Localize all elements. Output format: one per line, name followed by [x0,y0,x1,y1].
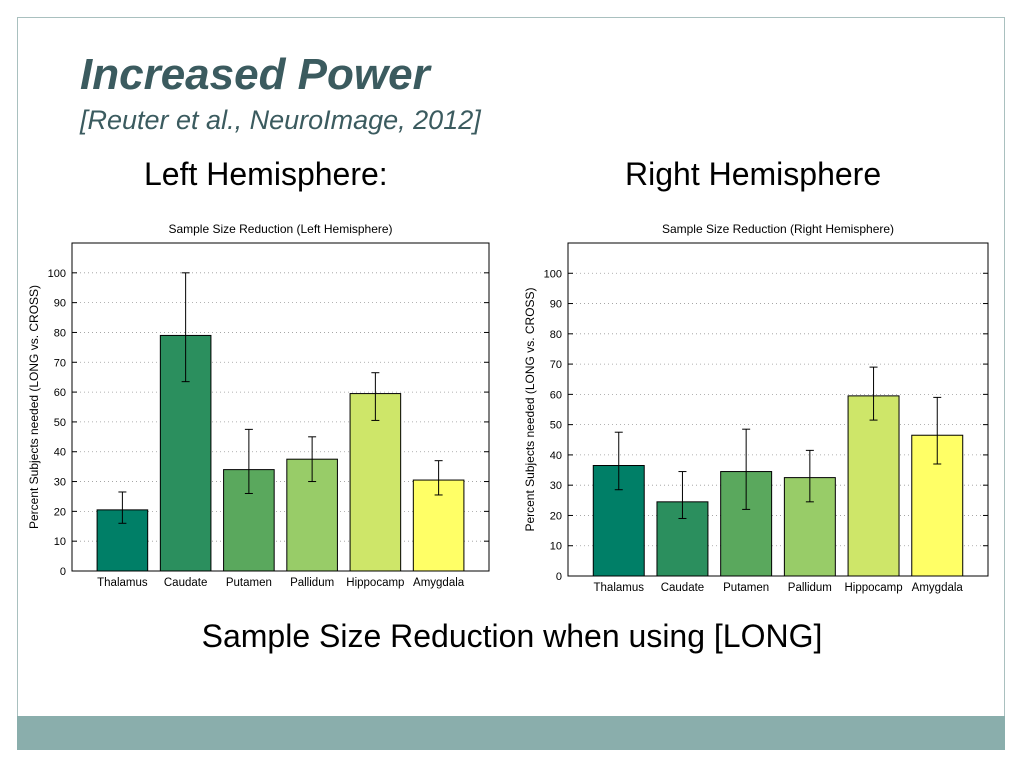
y-tick-label: 60 [550,389,562,401]
x-tick-label: Caudate [164,577,207,589]
y-tick-label: 40 [550,450,562,462]
y-tick-label: 80 [54,327,66,339]
x-tick-label: Thalamus [97,577,148,589]
y-tick-label: 0 [60,566,66,578]
y-tick-label: 90 [54,298,66,310]
x-tick-label: Thalamus [594,582,645,594]
y-tick-label: 30 [550,480,562,492]
left-hemisphere-chart: Sample Size Reduction (Left Hemisphere) P… [27,222,490,589]
y-tick-label: 80 [550,329,562,341]
y-tick-label: 100 [544,268,562,280]
error-bar-hippocamp [869,366,878,421]
y-tick-label: 60 [54,387,66,399]
error-bar-pallidum [805,449,814,503]
x-tick-label: Hippocamp [844,582,902,594]
right-hemisphere-heading: Right Hemisphere [625,156,882,192]
footer-band [17,716,1005,750]
error-bar-pallidum [308,436,317,483]
y-tick-label: 70 [550,359,562,371]
error-bar-caudate [181,272,190,383]
plot-frame [567,242,989,577]
y-tick-label: 70 [54,357,66,369]
slide-subtitle: [Reuter et al., NeuroImage, 2012] [80,105,481,135]
y-tick-label: 20 [550,510,562,522]
right-hemisphere-chart: Sample Size Reduction (Right Hemisphere)… [523,222,989,594]
error-bar-hippocamp [371,372,380,421]
bar-hippocamp [349,393,402,572]
slide-caption: Sample Size Reduction when using [LONG] [201,618,823,654]
y-tick-label: 40 [54,447,66,459]
y-tick-label: 50 [54,417,66,429]
y-tick-label: 30 [54,477,66,489]
error-bar-amygdala [933,396,942,465]
x-tick-label: Pallidum [290,577,334,589]
x-tick-label: Pallidum [788,582,832,594]
x-tick-label: Caudate [661,582,704,594]
y-axis-label: Percent Subjects needed (LONG vs. CROSS) [27,285,41,529]
y-tick-label: 20 [54,506,66,518]
y-tick-label: 100 [48,268,66,280]
chart-title: Sample Size Reduction (Left Hemisphere) [168,222,392,236]
y-tick-label: 90 [550,299,562,311]
chart-title: Sample Size Reduction (Right Hemisphere) [662,222,894,236]
x-tick-label: Hippocamp [346,577,404,589]
x-tick-label: Putamen [723,582,769,594]
x-tick-label: Putamen [226,577,272,589]
left-hemisphere-heading: Left Hemisphere: [144,156,388,192]
error-bar-putamen [244,428,253,494]
plot-frame [71,242,490,572]
slide-title: Increased Power [80,50,430,99]
y-tick-label: 0 [556,571,562,583]
y-tick-label: 50 [550,420,562,432]
error-bar-thalamus [118,491,127,524]
y-axis-label: Percent Subjects needed (LONG vs. CROSS) [523,287,537,531]
error-bar-caudate [678,471,687,519]
y-tick-label: 10 [54,536,66,548]
error-bar-amygdala [434,460,443,496]
bar-hippocamp [847,395,900,577]
y-tick-label: 10 [550,541,562,553]
error-bar-putamen [742,428,751,510]
x-tick-label: Amygdala [413,577,465,589]
error-bar-thalamus [614,431,623,491]
x-tick-label: Amygdala [912,582,964,594]
